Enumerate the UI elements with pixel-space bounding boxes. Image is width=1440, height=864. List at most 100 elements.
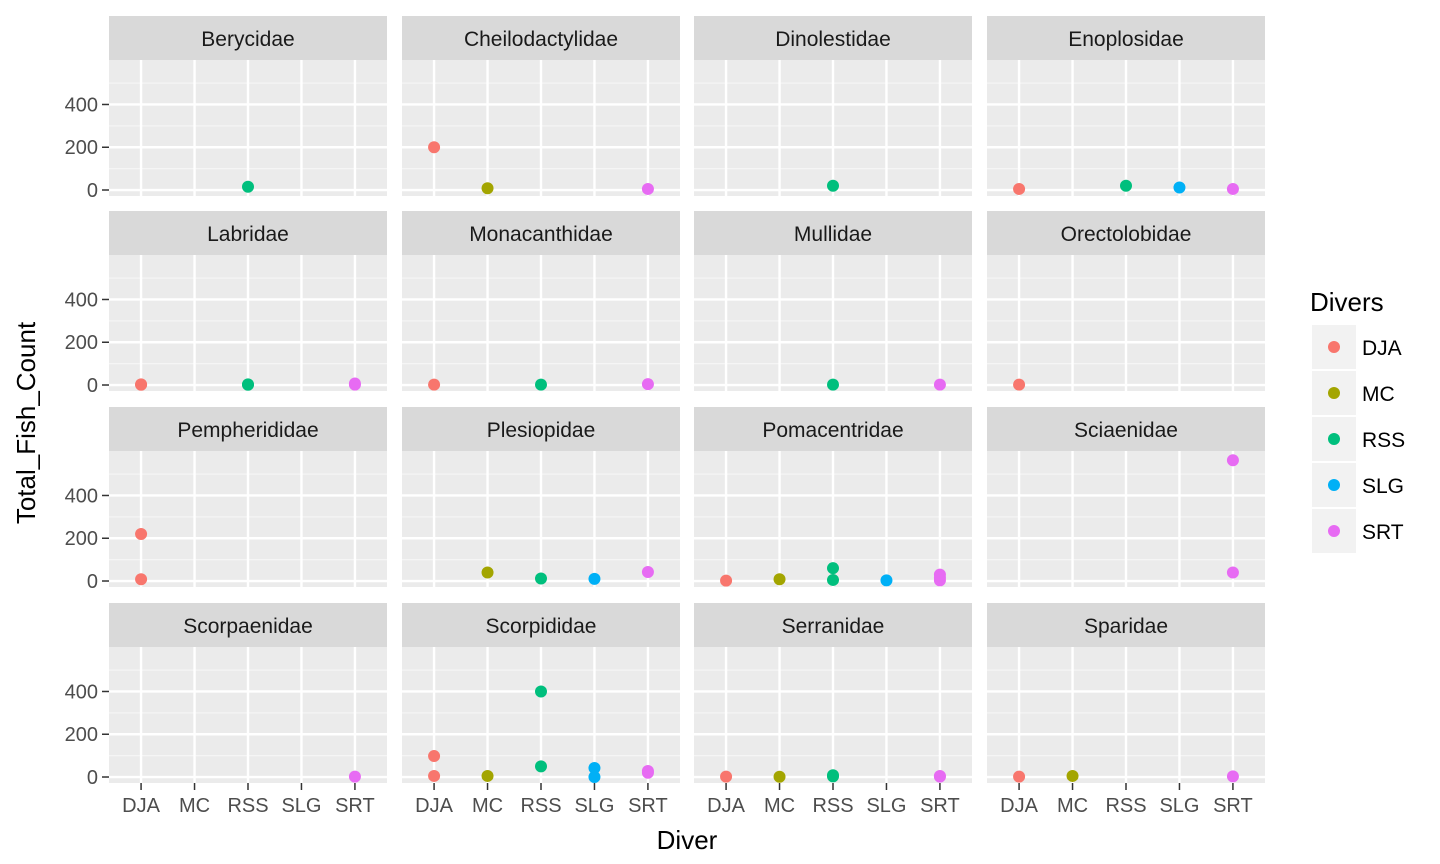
legend: Divers DJA MC RSS SLG SRT <box>1310 287 1405 553</box>
data-point <box>535 685 547 698</box>
data-point <box>481 566 494 579</box>
x-tick-label: SLG <box>281 795 321 817</box>
y-tick-label: 400 <box>65 681 98 703</box>
facet-title: Labridae <box>207 223 289 246</box>
data-point <box>1173 181 1186 194</box>
legend-marker <box>1328 387 1340 399</box>
y-tick-label: 400 <box>65 289 98 311</box>
facet-title: Serranidae <box>782 615 885 638</box>
data-point <box>773 770 786 783</box>
data-point <box>135 378 148 391</box>
legend-label: DJA <box>1362 337 1402 360</box>
data-point <box>588 572 601 585</box>
data-point <box>535 572 547 585</box>
facet-title: Sciaenidae <box>1074 419 1178 442</box>
facet-strip <box>694 211 972 255</box>
panels: Berycidae Cheilodactylidae Dinolestidae Eno… <box>109 16 1265 784</box>
x-tick-label: SRT <box>628 795 668 817</box>
y-tick-label: 0 <box>87 180 98 202</box>
facet-panel: Cheilodactylidae <box>402 16 680 196</box>
data-point <box>1013 770 1026 783</box>
y-axis-title: Total_Fish_Count <box>11 321 41 524</box>
legend-marker <box>1328 479 1340 491</box>
data-point <box>242 180 254 193</box>
facet-strip <box>694 603 972 647</box>
data-point <box>481 182 494 195</box>
facet-strip <box>987 16 1265 60</box>
data-point <box>641 182 654 195</box>
facet-panel: Scorpididae <box>402 603 680 784</box>
data-point <box>641 378 654 391</box>
facet-strip <box>402 211 680 255</box>
x-tick-label: RSS <box>227 795 268 817</box>
facet-strip <box>402 16 680 60</box>
facet-strip <box>987 603 1265 647</box>
facet-strip <box>987 407 1265 451</box>
x-tick-label: MC <box>764 795 795 817</box>
data-point <box>933 770 946 783</box>
facet-title: Plesiopidae <box>487 419 596 442</box>
data-point <box>933 378 946 391</box>
data-point <box>641 766 654 779</box>
data-point <box>1066 769 1079 782</box>
data-point <box>1226 454 1239 467</box>
facet-title: Cheilodactylidae <box>464 28 618 51</box>
facet-panel: Dinolestidae <box>694 16 972 196</box>
facet-panel: Labridae <box>109 211 387 391</box>
y-tick-label: 200 <box>65 724 98 746</box>
facet-panel: Enoplosidae <box>987 16 1265 196</box>
x-tick-label: RSS <box>520 795 561 817</box>
data-point <box>535 378 547 391</box>
facet-strip <box>109 603 387 647</box>
facet-title: Pempherididae <box>177 419 318 442</box>
x-tick-label: MC <box>1057 795 1088 817</box>
facet-panel: Pempherididae <box>109 407 387 587</box>
y-tick-label: 200 <box>65 137 98 159</box>
facet-strip <box>694 407 972 451</box>
data-point <box>1226 770 1239 783</box>
data-point <box>827 378 839 391</box>
x-tick-label: MC <box>472 795 503 817</box>
data-point <box>242 378 254 391</box>
data-point <box>933 574 946 587</box>
x-tick-label: DJA <box>415 795 453 817</box>
facet-strip <box>987 211 1265 255</box>
x-tick-label: DJA <box>122 795 160 817</box>
facet-panel: Sparidae <box>987 603 1265 783</box>
data-point <box>135 573 148 586</box>
y-tick-label: 0 <box>87 571 98 593</box>
facet-panel: Scorpaenidae <box>109 603 387 783</box>
facet-strip <box>109 16 387 60</box>
data-point <box>428 141 441 154</box>
facet-panel: Sciaenidae <box>987 407 1265 587</box>
facet-title: Enoplosidae <box>1068 28 1184 51</box>
facet-panel: Mullidae <box>694 211 972 391</box>
data-point <box>1013 378 1026 391</box>
data-point <box>481 769 494 782</box>
facet-strip <box>402 603 680 647</box>
y-tick-label: 200 <box>65 332 98 354</box>
x-tick-label: SLG <box>574 795 614 817</box>
x-tick-label: RSS <box>1105 795 1146 817</box>
x-tick-label: SRT <box>1213 795 1253 817</box>
data-point <box>1226 182 1239 195</box>
facet-title: Dinolestidae <box>775 28 891 51</box>
data-point <box>827 179 839 192</box>
facet-panel: Serranidae <box>694 603 972 783</box>
legend-label: MC <box>1362 383 1395 406</box>
data-point <box>641 566 654 579</box>
y-tick-label: 0 <box>87 375 98 397</box>
facet-title: Monacanthidae <box>469 223 613 246</box>
facet-panel: Orectolobidae <box>987 211 1265 391</box>
data-point <box>348 378 361 391</box>
data-point <box>773 573 786 586</box>
x-axes: DJA MC RSS SLG SRT DJA MC RSS SLG SRT DJA MC RSS SLG S… <box>122 783 1253 817</box>
facet-title: Berycidae <box>201 28 294 51</box>
data-point <box>588 762 601 775</box>
y-tick-label: 0 <box>87 767 98 789</box>
data-point <box>135 527 148 540</box>
facet-panel: Monacanthidae <box>402 211 680 391</box>
facet-title: Pomacentridae <box>762 419 903 442</box>
facet-panel: Plesiopidae <box>402 407 680 587</box>
